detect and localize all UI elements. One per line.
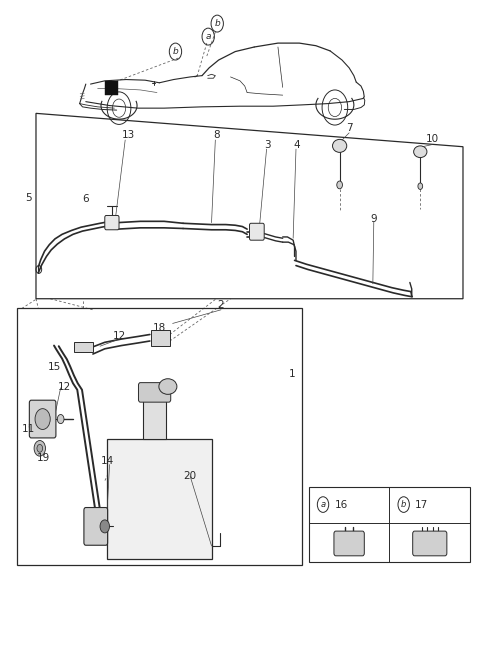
Bar	[17, 308, 301, 565]
Bar	[309, 487, 470, 562]
Circle shape	[418, 183, 423, 190]
Ellipse shape	[333, 139, 347, 152]
Text: b: b	[173, 47, 179, 56]
FancyBboxPatch shape	[105, 215, 119, 230]
Text: 3: 3	[264, 140, 271, 150]
Text: 13: 13	[122, 131, 135, 140]
Text: b: b	[215, 19, 220, 28]
Text: 4: 4	[294, 140, 300, 150]
Text: 6: 6	[83, 194, 89, 204]
FancyBboxPatch shape	[250, 223, 264, 240]
Text: 16: 16	[335, 500, 348, 510]
Text: 11: 11	[22, 424, 36, 434]
Text: 15: 15	[48, 362, 60, 372]
Text: 18: 18	[153, 323, 166, 333]
Bar	[143, 400, 167, 439]
Text: 7: 7	[346, 123, 352, 133]
FancyBboxPatch shape	[29, 400, 56, 438]
Text: a: a	[321, 500, 325, 509]
Text: a: a	[205, 32, 211, 41]
Text: 14: 14	[100, 457, 114, 466]
Text: 5: 5	[25, 193, 32, 203]
Bar	[107, 439, 212, 559]
FancyBboxPatch shape	[138, 382, 171, 402]
Text: 12: 12	[58, 382, 71, 392]
Circle shape	[37, 444, 43, 452]
Text: 17: 17	[415, 500, 428, 510]
Text: 8: 8	[213, 131, 219, 140]
Text: b: b	[401, 500, 407, 509]
Text: 9: 9	[371, 214, 377, 224]
Bar	[151, 330, 170, 346]
Circle shape	[57, 415, 64, 424]
FancyBboxPatch shape	[334, 531, 364, 556]
Circle shape	[100, 520, 109, 533]
Text: 12: 12	[112, 331, 126, 341]
Text: 10: 10	[426, 134, 439, 144]
Bar	[74, 342, 93, 352]
Ellipse shape	[414, 146, 427, 157]
Text: 2: 2	[218, 300, 224, 310]
Text: 20: 20	[184, 471, 197, 482]
Circle shape	[34, 441, 46, 456]
Bar	[105, 81, 118, 95]
Circle shape	[35, 409, 50, 430]
FancyBboxPatch shape	[84, 508, 108, 545]
Ellipse shape	[159, 379, 177, 394]
Text: 19: 19	[36, 453, 50, 463]
Text: 1: 1	[289, 369, 296, 379]
Circle shape	[337, 181, 343, 189]
FancyBboxPatch shape	[413, 531, 447, 556]
